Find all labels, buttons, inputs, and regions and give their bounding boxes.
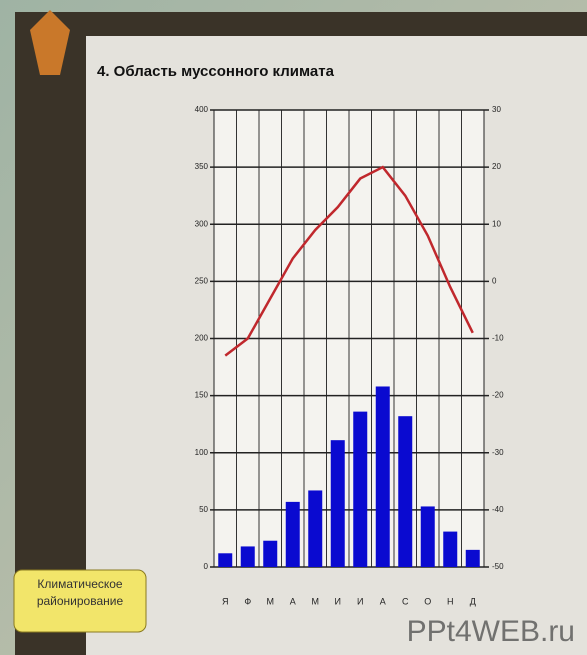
bar <box>218 553 233 567</box>
x-tick-label: Н <box>447 596 454 606</box>
bar <box>465 549 480 567</box>
nav-button-text-box[interactable]: Климатическое районирование <box>16 576 144 628</box>
x-tick-label: А <box>380 596 386 606</box>
y2-tick-label: -10 <box>492 334 504 343</box>
y-tick-label: 50 <box>199 505 208 514</box>
bar <box>375 386 390 567</box>
y2-tick-label: 20 <box>492 162 501 171</box>
bar <box>285 501 300 567</box>
bar <box>263 540 278 567</box>
y2-tick-label: 10 <box>492 219 501 228</box>
x-tick-label: М <box>267 596 275 606</box>
x-tick-label: М <box>312 596 320 606</box>
bar <box>240 546 255 567</box>
y-tick-label: 150 <box>195 391 209 400</box>
x-tick-label: И <box>335 596 341 606</box>
line <box>224 165 474 357</box>
y2-tick-label: -50 <box>492 562 504 571</box>
bar <box>330 440 345 567</box>
y2-tick-label: 30 <box>492 105 501 114</box>
bar <box>353 411 368 567</box>
y-tick-label: 250 <box>195 276 209 285</box>
y-tick-label: 350 <box>195 162 209 171</box>
y-tick-label: 400 <box>195 105 209 114</box>
leaf-icon <box>30 10 70 75</box>
bar <box>398 416 413 567</box>
y-tick-label: 300 <box>195 219 209 228</box>
bar <box>308 490 323 567</box>
y2-tick-label: -30 <box>492 448 504 457</box>
watermark: PPt4WEB.ru <box>407 615 575 648</box>
x-tick-label: С <box>402 596 409 606</box>
x-tick-label: Д <box>470 596 476 606</box>
y-tick-label: 100 <box>195 448 209 457</box>
bar <box>443 531 458 567</box>
x-tick-label: О <box>424 596 431 606</box>
y2-tick-label: -40 <box>492 505 504 514</box>
plot: 0 50 100 150 200 250 300 350 400 -50 -40 -30 -20 -10 0… <box>195 105 504 606</box>
nav-button[interactable] <box>13 569 147 633</box>
nav-button-label[interactable]: Климатическое районирование <box>36 577 124 608</box>
chart-title: 4. Область муссонного климата <box>97 63 335 80</box>
y2-tick-label: -20 <box>492 391 504 400</box>
y-tick-label: 0 <box>204 562 209 571</box>
y2-tick-label: 0 <box>492 276 497 285</box>
x-tick-label: И <box>357 596 363 606</box>
x-tick-label: Ф <box>244 596 251 606</box>
bar <box>420 506 435 567</box>
x-tick-label: А <box>290 596 296 606</box>
y-tick-label: 200 <box>195 334 209 343</box>
x-tick-label: Я <box>222 596 229 606</box>
